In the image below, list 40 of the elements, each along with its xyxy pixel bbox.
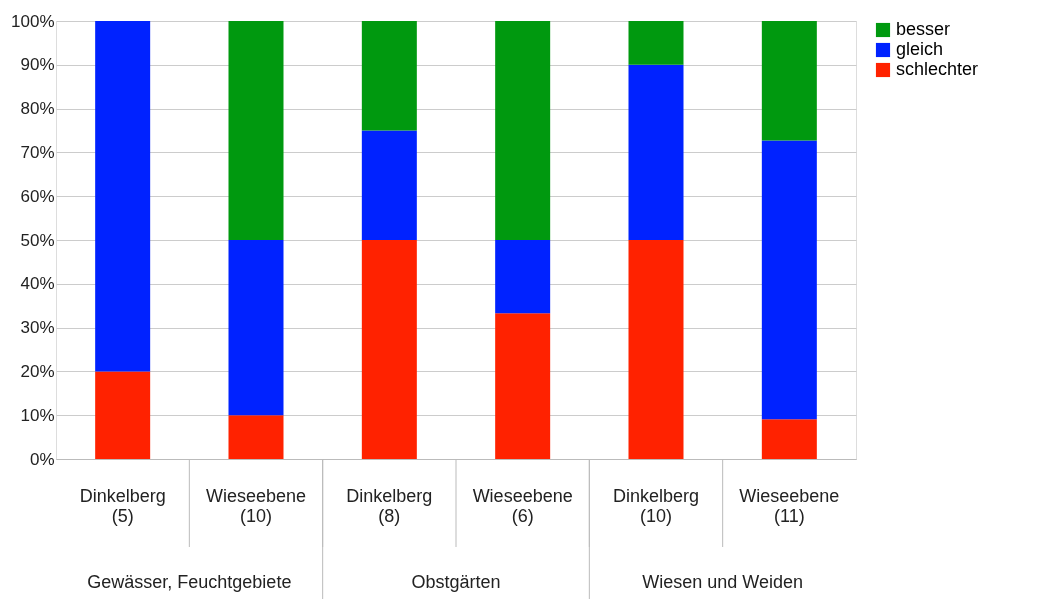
x-tick-label: Wieseebene (11) — [739, 485, 840, 526]
bar — [628, 64, 684, 240]
bar — [761, 140, 817, 420]
bar — [361, 21, 417, 131]
x-tick-label: Dinkelberg (10) — [612, 485, 700, 526]
bar — [495, 21, 551, 240]
bar — [228, 21, 284, 240]
bar — [95, 21, 151, 372]
bar — [361, 130, 417, 240]
x-tick-label: Dinkelberg (5) — [79, 485, 166, 526]
y-tick-label: 90% — [20, 55, 55, 75]
bar — [495, 313, 551, 459]
bar — [761, 419, 817, 459]
x-tick-label: Dinkelberg (8) — [346, 485, 433, 526]
y-tick-label: 70% — [20, 142, 55, 162]
y-tick-label: 60% — [20, 186, 55, 206]
y-tick-label: 20% — [20, 361, 55, 381]
bar — [228, 240, 284, 416]
bar — [228, 415, 284, 459]
y-tick-label: 0% — [29, 449, 55, 469]
y-tick-label: 10% — [20, 405, 55, 425]
y-tick-label: 40% — [20, 274, 55, 294]
legend-label: schlechter — [896, 59, 979, 79]
legend-label: gleich — [896, 39, 944, 59]
y-tick-label: 80% — [20, 99, 55, 119]
y-tick-label: 30% — [20, 318, 55, 338]
bar — [628, 21, 684, 65]
x-tick-label: Wieseebene (6) — [472, 485, 573, 526]
text: Wiesen und Weiden — [642, 572, 804, 592]
bar — [495, 240, 551, 314]
x-tick-label: Wieseebene (10) — [205, 485, 307, 526]
y-tick-label: 50% — [20, 230, 55, 250]
bar — [95, 371, 151, 459]
text: Gewässer, Feuchtgebiete — [87, 572, 292, 592]
text: Obstgärten — [411, 572, 501, 592]
y-tick-label: 100% — [11, 11, 55, 31]
bar — [628, 240, 684, 459]
legend-label: besser — [896, 19, 951, 39]
bar — [361, 240, 417, 459]
bar — [761, 21, 817, 141]
